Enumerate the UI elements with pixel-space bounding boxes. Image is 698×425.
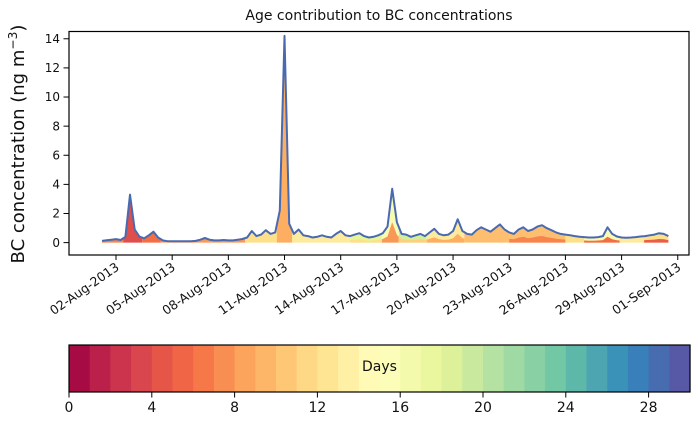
colorbar-tick-label: 24 xyxy=(557,400,575,416)
colorbar-segment xyxy=(400,345,422,392)
colorbar-segment xyxy=(462,345,484,392)
colorbar-tick-label: 16 xyxy=(391,400,409,416)
colorbar-segment xyxy=(420,345,443,392)
colorbar-segment xyxy=(89,345,111,392)
age-fill-segment xyxy=(464,224,510,243)
y-tick-label: 12 xyxy=(45,61,60,75)
colorbar-segment xyxy=(648,345,670,392)
y-tick-label: 10 xyxy=(45,90,60,104)
colorbar-segment xyxy=(379,345,401,392)
age-fill-base-strip xyxy=(644,239,669,243)
y-tick-label: 8 xyxy=(52,119,60,133)
age-fill-segment xyxy=(398,226,427,243)
age-fill-base-strip xyxy=(426,233,465,243)
colorbar-frame xyxy=(68,344,691,393)
colorbar-tick-label: 8 xyxy=(230,400,239,416)
colorbar-segment xyxy=(441,345,463,392)
y-axis-label-superscript: −3 xyxy=(6,31,20,50)
colorbar-segment xyxy=(669,345,691,392)
colorbar-segment xyxy=(172,345,194,392)
colorbar-segment xyxy=(627,345,650,392)
y-tick-label: 14 xyxy=(45,32,60,46)
colorbar-tick-label: 12 xyxy=(308,400,326,416)
bc-series-line xyxy=(101,34,669,243)
y-axis-label-text: BC concentration (ng m xyxy=(8,49,29,264)
colorbar-tick-label: 28 xyxy=(640,400,658,416)
colorbar-segment xyxy=(131,345,153,392)
colorbar-segment xyxy=(503,345,525,392)
age-fill-base-strip xyxy=(350,239,382,243)
y-tick-label: 0 xyxy=(52,236,60,250)
colorbar-segment xyxy=(110,345,132,392)
colorbar-segment xyxy=(276,345,298,392)
y-tick-label: 4 xyxy=(52,178,60,192)
colorbar-segment xyxy=(296,345,318,392)
chart-title: Age contribution to BC concentrations xyxy=(245,8,513,24)
y-tick-label: 6 xyxy=(52,148,60,162)
age-fill-segment xyxy=(565,234,585,243)
colorbar-segment xyxy=(338,345,360,392)
colorbar-segment xyxy=(69,345,91,392)
colorbar-segment xyxy=(607,345,629,392)
colorbar-segment xyxy=(358,345,381,392)
colorbar-segment xyxy=(565,345,588,392)
y-axis-label-close: ) xyxy=(8,24,29,32)
y-axis-label: BC concentration (ng m−3) xyxy=(6,4,30,284)
colorbar-tick-label: 0 xyxy=(65,400,74,416)
colorbar-segment xyxy=(317,345,339,392)
age-fill-base-strip xyxy=(584,236,620,243)
plot-frame xyxy=(68,30,690,256)
colorbar-segment xyxy=(255,345,277,392)
colorbar-segment xyxy=(545,345,567,392)
colorbar-segment xyxy=(213,345,236,392)
age-fill-base-strip xyxy=(509,236,566,243)
colorbar-segment xyxy=(234,345,256,392)
y-tick-label: 2 xyxy=(52,207,60,221)
age-fill-base-strip xyxy=(398,236,427,243)
colorbar-tick-label: 4 xyxy=(147,400,156,416)
age-fill-segment xyxy=(142,231,161,243)
colorbar-tick-label: 20 xyxy=(474,400,492,416)
colorbar-segment xyxy=(524,345,546,392)
colorbar-segment xyxy=(151,345,174,392)
age-fill-base-strip xyxy=(381,222,399,243)
age-fill-segment xyxy=(245,223,277,243)
colorbar-segment xyxy=(483,345,505,392)
colorbar-segment xyxy=(586,345,608,392)
colorbar-segment xyxy=(193,345,215,392)
